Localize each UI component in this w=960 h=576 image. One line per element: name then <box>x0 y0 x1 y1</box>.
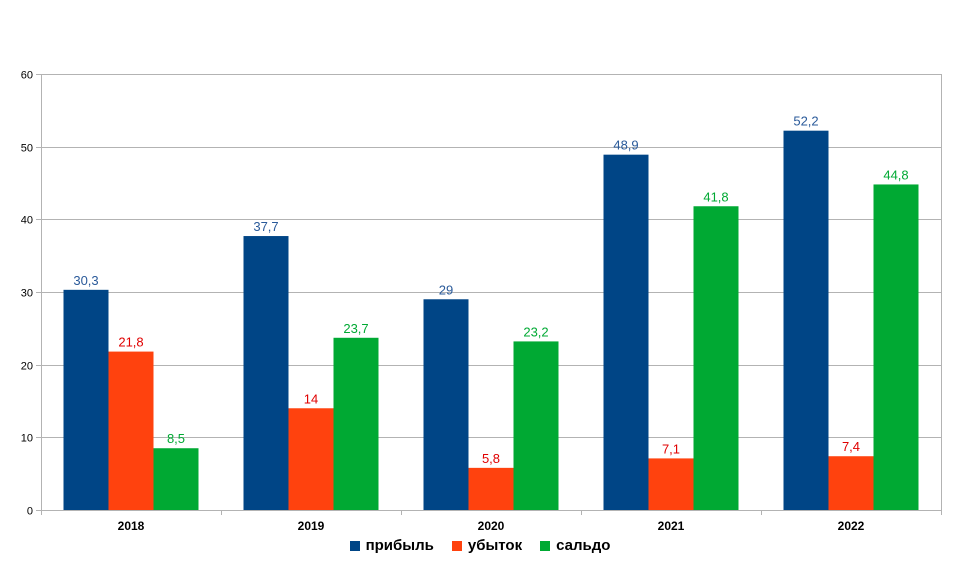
bar <box>783 130 829 510</box>
bar <box>828 456 874 510</box>
bar-chart: 0 10 20 30 40 50 60 2018 2019 2020 2021 2022 30,3 37… <box>21 70 942 530</box>
bar <box>153 448 199 510</box>
bar <box>423 299 469 510</box>
data-label: 21,8 <box>118 335 143 350</box>
y-tick-label: 0 <box>27 506 33 518</box>
bar <box>873 184 919 510</box>
legend-item-loss: убыток <box>451 537 523 554</box>
axes: 0 10 20 30 40 50 60 2018 2019 2020 2021 2022 <box>21 70 942 530</box>
x-tick-label: 2022 <box>838 519 865 530</box>
data-label: 30,3 <box>73 273 98 288</box>
bar <box>603 154 649 510</box>
data-label: 41,8 <box>703 189 728 204</box>
legend-swatch-balance <box>540 540 551 551</box>
data-label: 37,7 <box>253 219 278 234</box>
y-tick-label: 60 <box>21 70 33 82</box>
data-label: 52,2 <box>793 114 818 129</box>
data-label: 8,5 <box>167 431 185 446</box>
y-tick-label: 30 <box>21 288 33 300</box>
legend-label-balance: сальдо <box>556 537 611 554</box>
data-label: 5,8 <box>482 451 500 466</box>
legend-item-profit: прибыль <box>349 537 434 554</box>
data-labels: 30,3 37,7 29 48,9 52,2 21,8 14 5,8 7,1 7,4 8,5 23,7… <box>73 114 908 466</box>
legend-item-balance: сальдо <box>540 537 610 554</box>
bar <box>468 467 514 510</box>
legend-label-loss: убыток <box>467 537 523 554</box>
y-tick-label: 20 <box>21 361 33 373</box>
bars <box>63 130 919 510</box>
grid-lines <box>36 74 942 511</box>
bar <box>648 458 694 510</box>
bar <box>288 408 334 510</box>
data-label: 23,7 <box>343 321 368 336</box>
x-tick-label: 2019 <box>298 519 325 530</box>
legend-swatch-profit <box>349 540 360 551</box>
bar <box>513 341 559 510</box>
data-label: 7,4 <box>842 439 860 454</box>
bar <box>243 236 289 510</box>
data-label: 29 <box>439 282 453 297</box>
y-tick-label: 40 <box>21 215 33 227</box>
y-tick-label: 50 <box>21 143 33 155</box>
data-label: 7,1 <box>662 441 680 456</box>
x-tick-label: 2018 <box>118 519 145 530</box>
bar <box>693 206 739 510</box>
x-tick-label: 2020 <box>478 519 505 530</box>
legend: прибыль убыток сальдо <box>0 537 960 554</box>
data-label: 44,8 <box>883 167 908 182</box>
bar <box>333 337 379 510</box>
bar <box>108 351 154 510</box>
x-tick-label: 2021 <box>658 519 685 530</box>
data-label: 14 <box>304 391 318 406</box>
y-tick-label: 10 <box>21 433 33 445</box>
data-label: 23,2 <box>523 324 548 339</box>
legend-label-profit: прибыль <box>365 537 434 554</box>
legend-swatch-loss <box>451 540 462 551</box>
data-label: 48,9 <box>613 138 638 153</box>
bar <box>63 289 109 510</box>
